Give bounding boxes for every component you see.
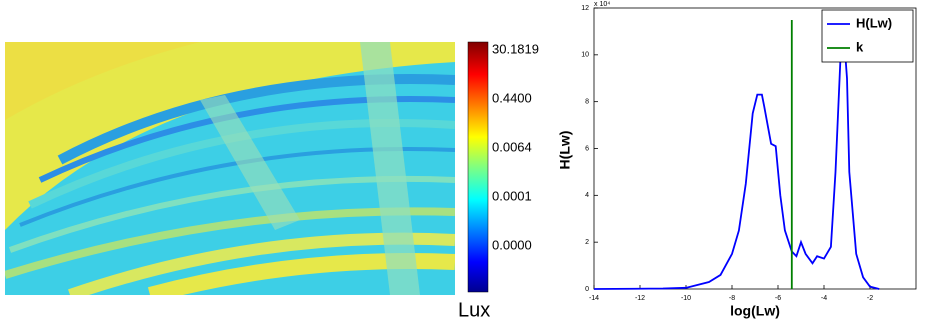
y-tick-label: 8 (585, 99, 589, 106)
colorbar-unit: Lux (458, 299, 490, 321)
colorbar-label: 30.1819 (492, 41, 539, 56)
x-tick-label: -4 (821, 295, 827, 302)
y-tick-label: 2 (585, 239, 589, 246)
x-tick-label: -10 (681, 295, 691, 302)
x-tick-label: -2 (867, 295, 873, 302)
x-tick-label: -6 (775, 295, 781, 302)
y-multiplier: x 10⁴ (594, 1, 610, 8)
colorbar (467, 41, 489, 293)
false-color-image (5, 42, 455, 295)
y-tick-label: 10 (581, 52, 589, 59)
colorbar-label: 0.4400 (492, 90, 532, 105)
y-axis-label: H(Lw) (557, 131, 573, 170)
x-tick-label: -14 (589, 295, 599, 302)
colorbar-label: 0.0001 (492, 188, 532, 203)
legend (821, 9, 914, 63)
x-tick-label: -12 (635, 295, 645, 302)
y-tick-label: 4 (585, 192, 589, 199)
x-axis-label: log(Lw) (730, 303, 780, 319)
x-tick-label: -8 (729, 295, 735, 302)
colorbar-labels: 30.1819 0.4400 0.0064 0.0001 0.0000 (492, 41, 539, 252)
colorbar-label: 0.0064 (492, 139, 532, 154)
y-tick-label: 0 (585, 286, 589, 293)
legend-label: H(Lw) (856, 15, 892, 30)
y-tick-label: 6 (585, 145, 589, 152)
y-tick-label: 12 (581, 5, 589, 12)
legend-label: k (856, 39, 864, 54)
colorbar-label: 0.0000 (492, 237, 532, 252)
